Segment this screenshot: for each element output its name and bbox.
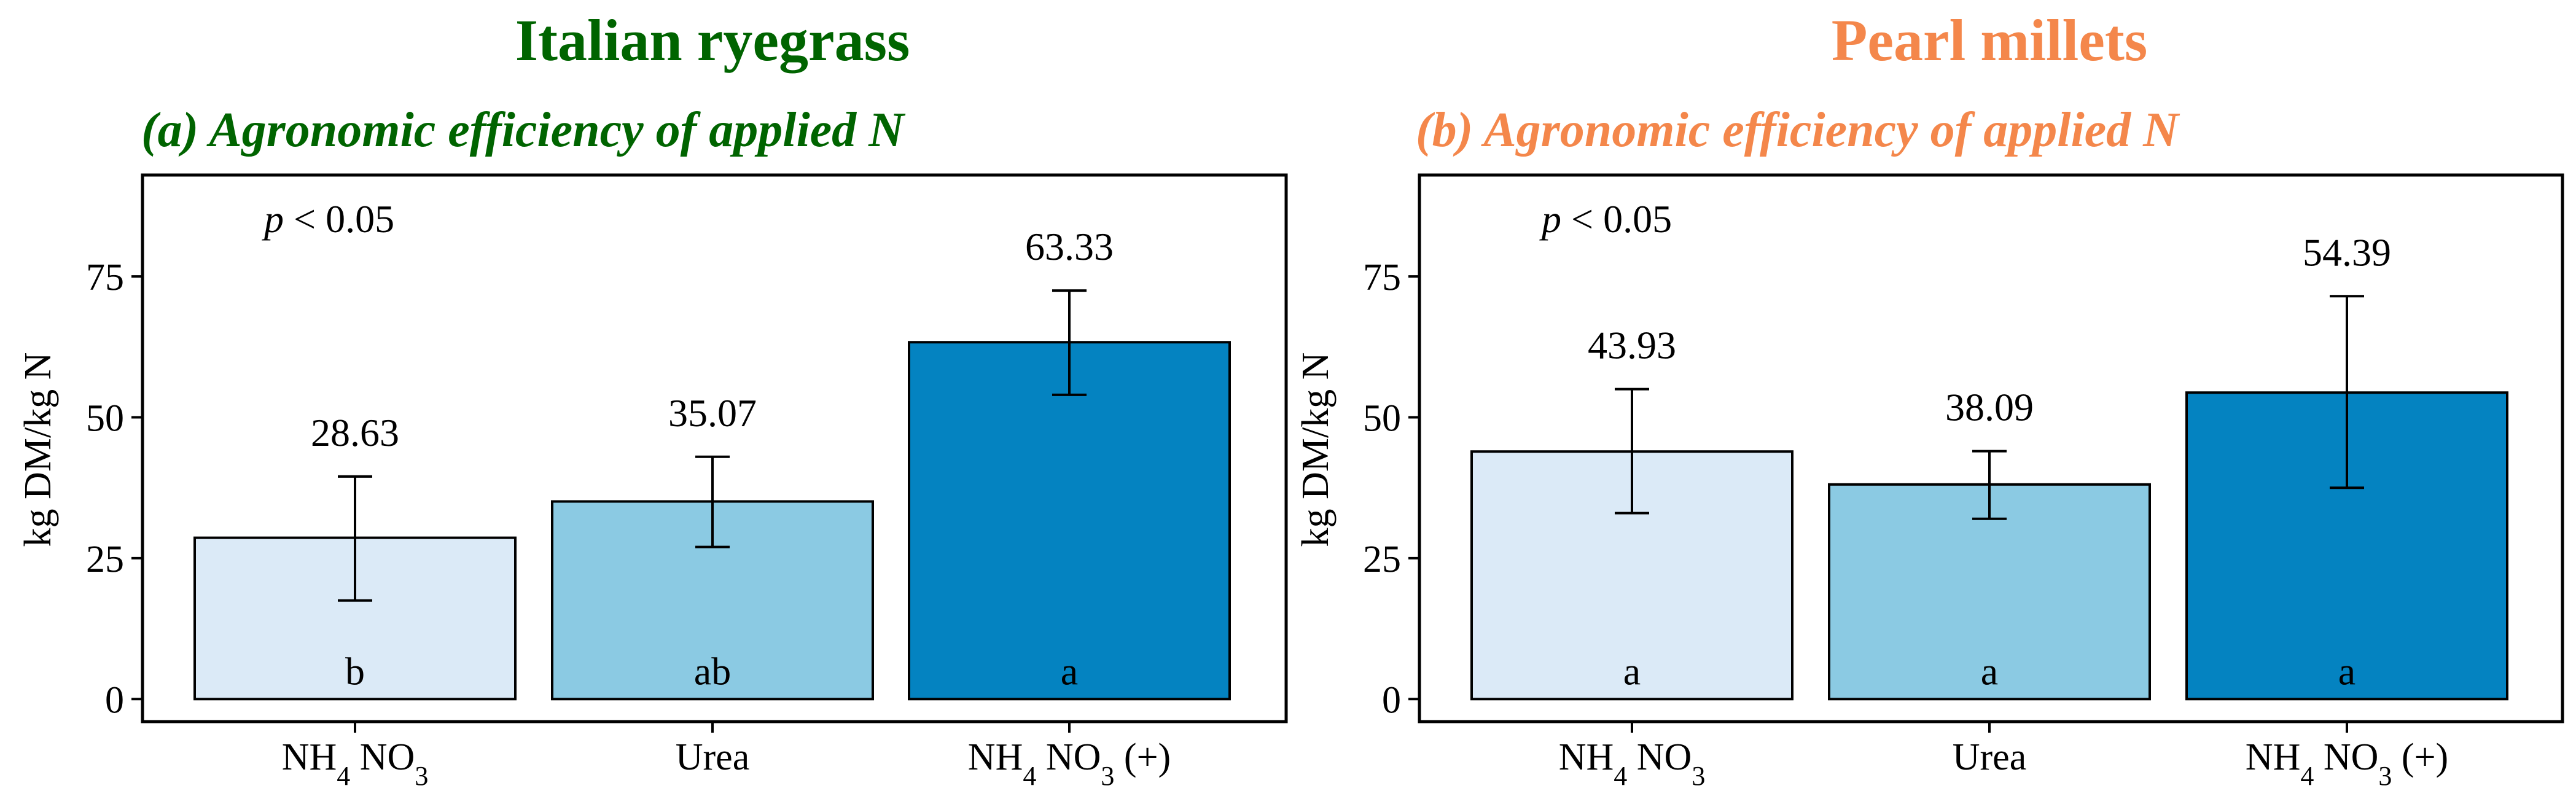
- panel-b-letter-1: a: [1623, 649, 1641, 693]
- panel-b-x-tick-label-1: NH4 NO3: [1559, 736, 1706, 791]
- panel-b-y-tick-label-50: 50: [1363, 398, 1401, 440]
- panel-a-y-axis-label: kg DM/kg N: [17, 353, 59, 547]
- panel-b-bar-2: [1828, 483, 2151, 701]
- panel-a-y-tick-label-75: 75: [86, 257, 124, 298]
- panel-a-y-tick-label-0: 0: [105, 679, 124, 721]
- panel-b-header: Pearl millets: [1832, 7, 2147, 73]
- panel-a-x-tick-label-1: NH4 NO3: [282, 736, 429, 791]
- panel-b-value-label-1: 43.93: [1588, 324, 1676, 367]
- panel-b-p-value: p < 0.05: [1539, 197, 1672, 241]
- panel-a-value-label-3: 63.33: [1025, 225, 1114, 268]
- panel-b-plot-border: [1418, 173, 2564, 723]
- panel-a-value-label-1: 28.63: [311, 411, 399, 454]
- panel-b: Pearl millets (b) Agronomic efficiency o…: [1295, 7, 2564, 791]
- panel-a-letter-1: b: [345, 649, 365, 693]
- panel-b-value-label-3: 54.39: [2303, 230, 2391, 274]
- panel-b-y-tick-label-0: 0: [1382, 679, 1401, 721]
- panel-a-letter-2: ab: [694, 649, 731, 693]
- panel-b-x-tick-label-2: Urea: [1953, 736, 2026, 778]
- panel-b-y-axis-label: kg DM/kg N: [1295, 353, 1337, 547]
- panel-a-y-tick-label-50: 50: [86, 398, 124, 440]
- panel-b-plot: 43.93 38.09 54.39 a a a 0 25 50 75 NH4 NO3 Urea NH4 …: [1363, 173, 2564, 791]
- panel-a-y-tick-label-25: 25: [86, 539, 124, 580]
- panel-b-y-tick-label-25: 25: [1363, 539, 1401, 580]
- panel-b-subtitle: (b) Agronomic efficiency of applied N: [1416, 103, 2180, 157]
- panel-b-x-tick-label-3: NH4 NO3 (+): [2246, 736, 2448, 791]
- panel-a-plot: 28.63 35.07 63.33 b ab a 0 25 50 75 NH4 NO3 Urea NH4…: [86, 173, 1288, 791]
- panel-a-x-tick-label-3: NH4 NO3 (+): [968, 736, 1171, 791]
- panel-a-header: Italian ryegrass: [515, 7, 910, 73]
- panel-b-y-tick-label-75: 75: [1363, 257, 1401, 298]
- panel-b-letter-2: a: [1981, 649, 1998, 693]
- panel-a-plot-border: [141, 173, 1288, 723]
- panel-a-subtitle: (a) Agronomic efficiency of applied N: [141, 103, 906, 157]
- panel-b-value-label-2: 38.09: [1945, 386, 2034, 429]
- panel-a-letter-3: a: [1061, 649, 1078, 693]
- panel-a-x-tick-label-2: Urea: [676, 736, 749, 778]
- panel-a-value-label-2: 35.07: [668, 391, 757, 435]
- panel-a-p-value: p < 0.05: [262, 197, 394, 241]
- panel-b-letter-3: a: [2338, 649, 2355, 693]
- panel-a: Italian ryegrass (a) Agronomic efficienc…: [17, 7, 1288, 791]
